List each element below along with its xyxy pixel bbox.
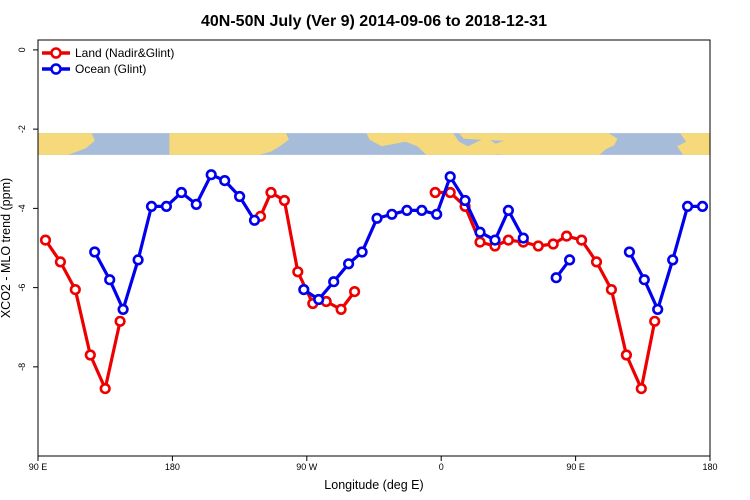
- series-ocean-point: [401, 204, 413, 216]
- series-ocean-point: [190, 198, 202, 210]
- series-ocean-point: [416, 204, 428, 216]
- series-ocean-point: [489, 234, 501, 246]
- map-land-1: [169, 133, 289, 155]
- map-land-0: [38, 133, 95, 155]
- x-tick-label: 180: [165, 462, 180, 472]
- series-land-point: [590, 256, 603, 268]
- series-ocean-point: [696, 200, 709, 212]
- series-land-point: [620, 349, 633, 361]
- y-tick-label: 0: [17, 47, 27, 52]
- series-land-point: [99, 383, 111, 395]
- series-land-point: [84, 349, 96, 361]
- y-tick-label: -6: [17, 284, 27, 292]
- series-land-point: [532, 240, 544, 252]
- series-ocean-point: [371, 212, 383, 224]
- series-ocean-point: [386, 208, 398, 220]
- series-land-point: [502, 234, 515, 246]
- series-ocean-point: [234, 190, 246, 203]
- map-land-3: [459, 133, 618, 155]
- x-tick-label: 90 W: [296, 462, 318, 472]
- series-land-point: [292, 266, 304, 278]
- series-ocean-point: [145, 200, 158, 212]
- chart-title: 40N-50N July (Ver 9) 2014-09-06 to 2018-…: [201, 13, 547, 30]
- series-ocean-point: [638, 274, 650, 286]
- series-land-point: [349, 286, 361, 298]
- map-land-2: [366, 133, 519, 155]
- series-ocean-point: [681, 200, 694, 212]
- series-land-point: [265, 186, 277, 199]
- series-land: [39, 186, 661, 395]
- legend-ocean-label: Ocean (Glint): [75, 62, 146, 76]
- series-ocean-point: [89, 246, 101, 258]
- plot-frame: [37, 39, 711, 457]
- series-land-point: [39, 234, 52, 246]
- x-axis: 90 E 180 90 W 0 90 E 180: [29, 456, 718, 472]
- legend-ocean-marker: [50, 63, 62, 75]
- legend-land-marker: [50, 47, 62, 59]
- map-land-4: [677, 133, 710, 155]
- series-land-point: [575, 234, 588, 246]
- series-land-point: [54, 256, 67, 268]
- series-ocean-point: [623, 246, 636, 258]
- map-band: [38, 133, 710, 155]
- series-ocean-point: [356, 246, 368, 258]
- series-land-line: [435, 190, 657, 391]
- series-ocean-point: [205, 169, 217, 181]
- y-tick-label: -2: [17, 125, 27, 133]
- series-ocean-point: [313, 293, 325, 306]
- legend-land-label: Land (Nadir&Glint): [75, 46, 174, 60]
- series-ocean-point: [502, 204, 515, 216]
- series-land-point: [547, 238, 559, 250]
- series-ocean-point: [444, 171, 456, 183]
- series-ocean-point: [459, 194, 471, 207]
- series-ocean-point: [219, 175, 231, 187]
- series-land-point: [69, 284, 81, 296]
- series-ocean-line: [93, 173, 256, 311]
- series-land-point: [605, 284, 618, 296]
- series-ocean-point: [343, 258, 355, 270]
- series-ocean-point: [550, 272, 562, 284]
- series-land-point: [560, 230, 573, 242]
- series-ocean-point: [298, 284, 310, 296]
- series-land-point: [278, 194, 291, 207]
- y-tick-label: -8: [17, 363, 27, 371]
- series-ocean-line: [627, 204, 703, 311]
- series-land-point: [635, 383, 647, 395]
- y-tick-label: -4: [17, 204, 27, 212]
- series-land-point: [114, 315, 126, 327]
- series-land-point: [649, 315, 661, 327]
- series-ocean-point: [160, 200, 172, 212]
- series-ocean-point: [517, 232, 529, 244]
- series-ocean-point: [132, 254, 144, 266]
- x-tick-label: 180: [702, 462, 717, 472]
- series-ocean-point: [563, 254, 576, 266]
- series-ocean-point: [104, 274, 116, 286]
- series-ocean-point: [117, 303, 129, 316]
- series-ocean-point: [474, 226, 486, 238]
- series-ocean: [89, 169, 709, 316]
- series-layer: [39, 169, 709, 395]
- series-ocean-point: [175, 186, 187, 199]
- legend: Land (Nadir&Glint) Ocean (Glint): [42, 46, 174, 76]
- series-ocean-point: [667, 254, 679, 266]
- series-land-point: [335, 303, 347, 316]
- series-ocean-point: [328, 276, 340, 288]
- series-ocean-line: [302, 175, 525, 302]
- x-tick-label: 0: [439, 462, 444, 472]
- x-tick-label: 90 E: [29, 462, 48, 472]
- series-ocean-point: [431, 208, 443, 220]
- series-land-point: [474, 236, 486, 248]
- series-ocean-point: [652, 303, 664, 316]
- series-land-point: [429, 186, 441, 199]
- y-axis-label: XCO2 - MLO trend (ppm): [0, 178, 13, 318]
- x-axis-label: Longitude (deg E): [324, 478, 423, 492]
- y-axis: 0 -2 -4 -6 -8: [17, 47, 38, 371]
- series-ocean-point: [248, 214, 261, 226]
- x-tick-label: 90 E: [566, 462, 585, 472]
